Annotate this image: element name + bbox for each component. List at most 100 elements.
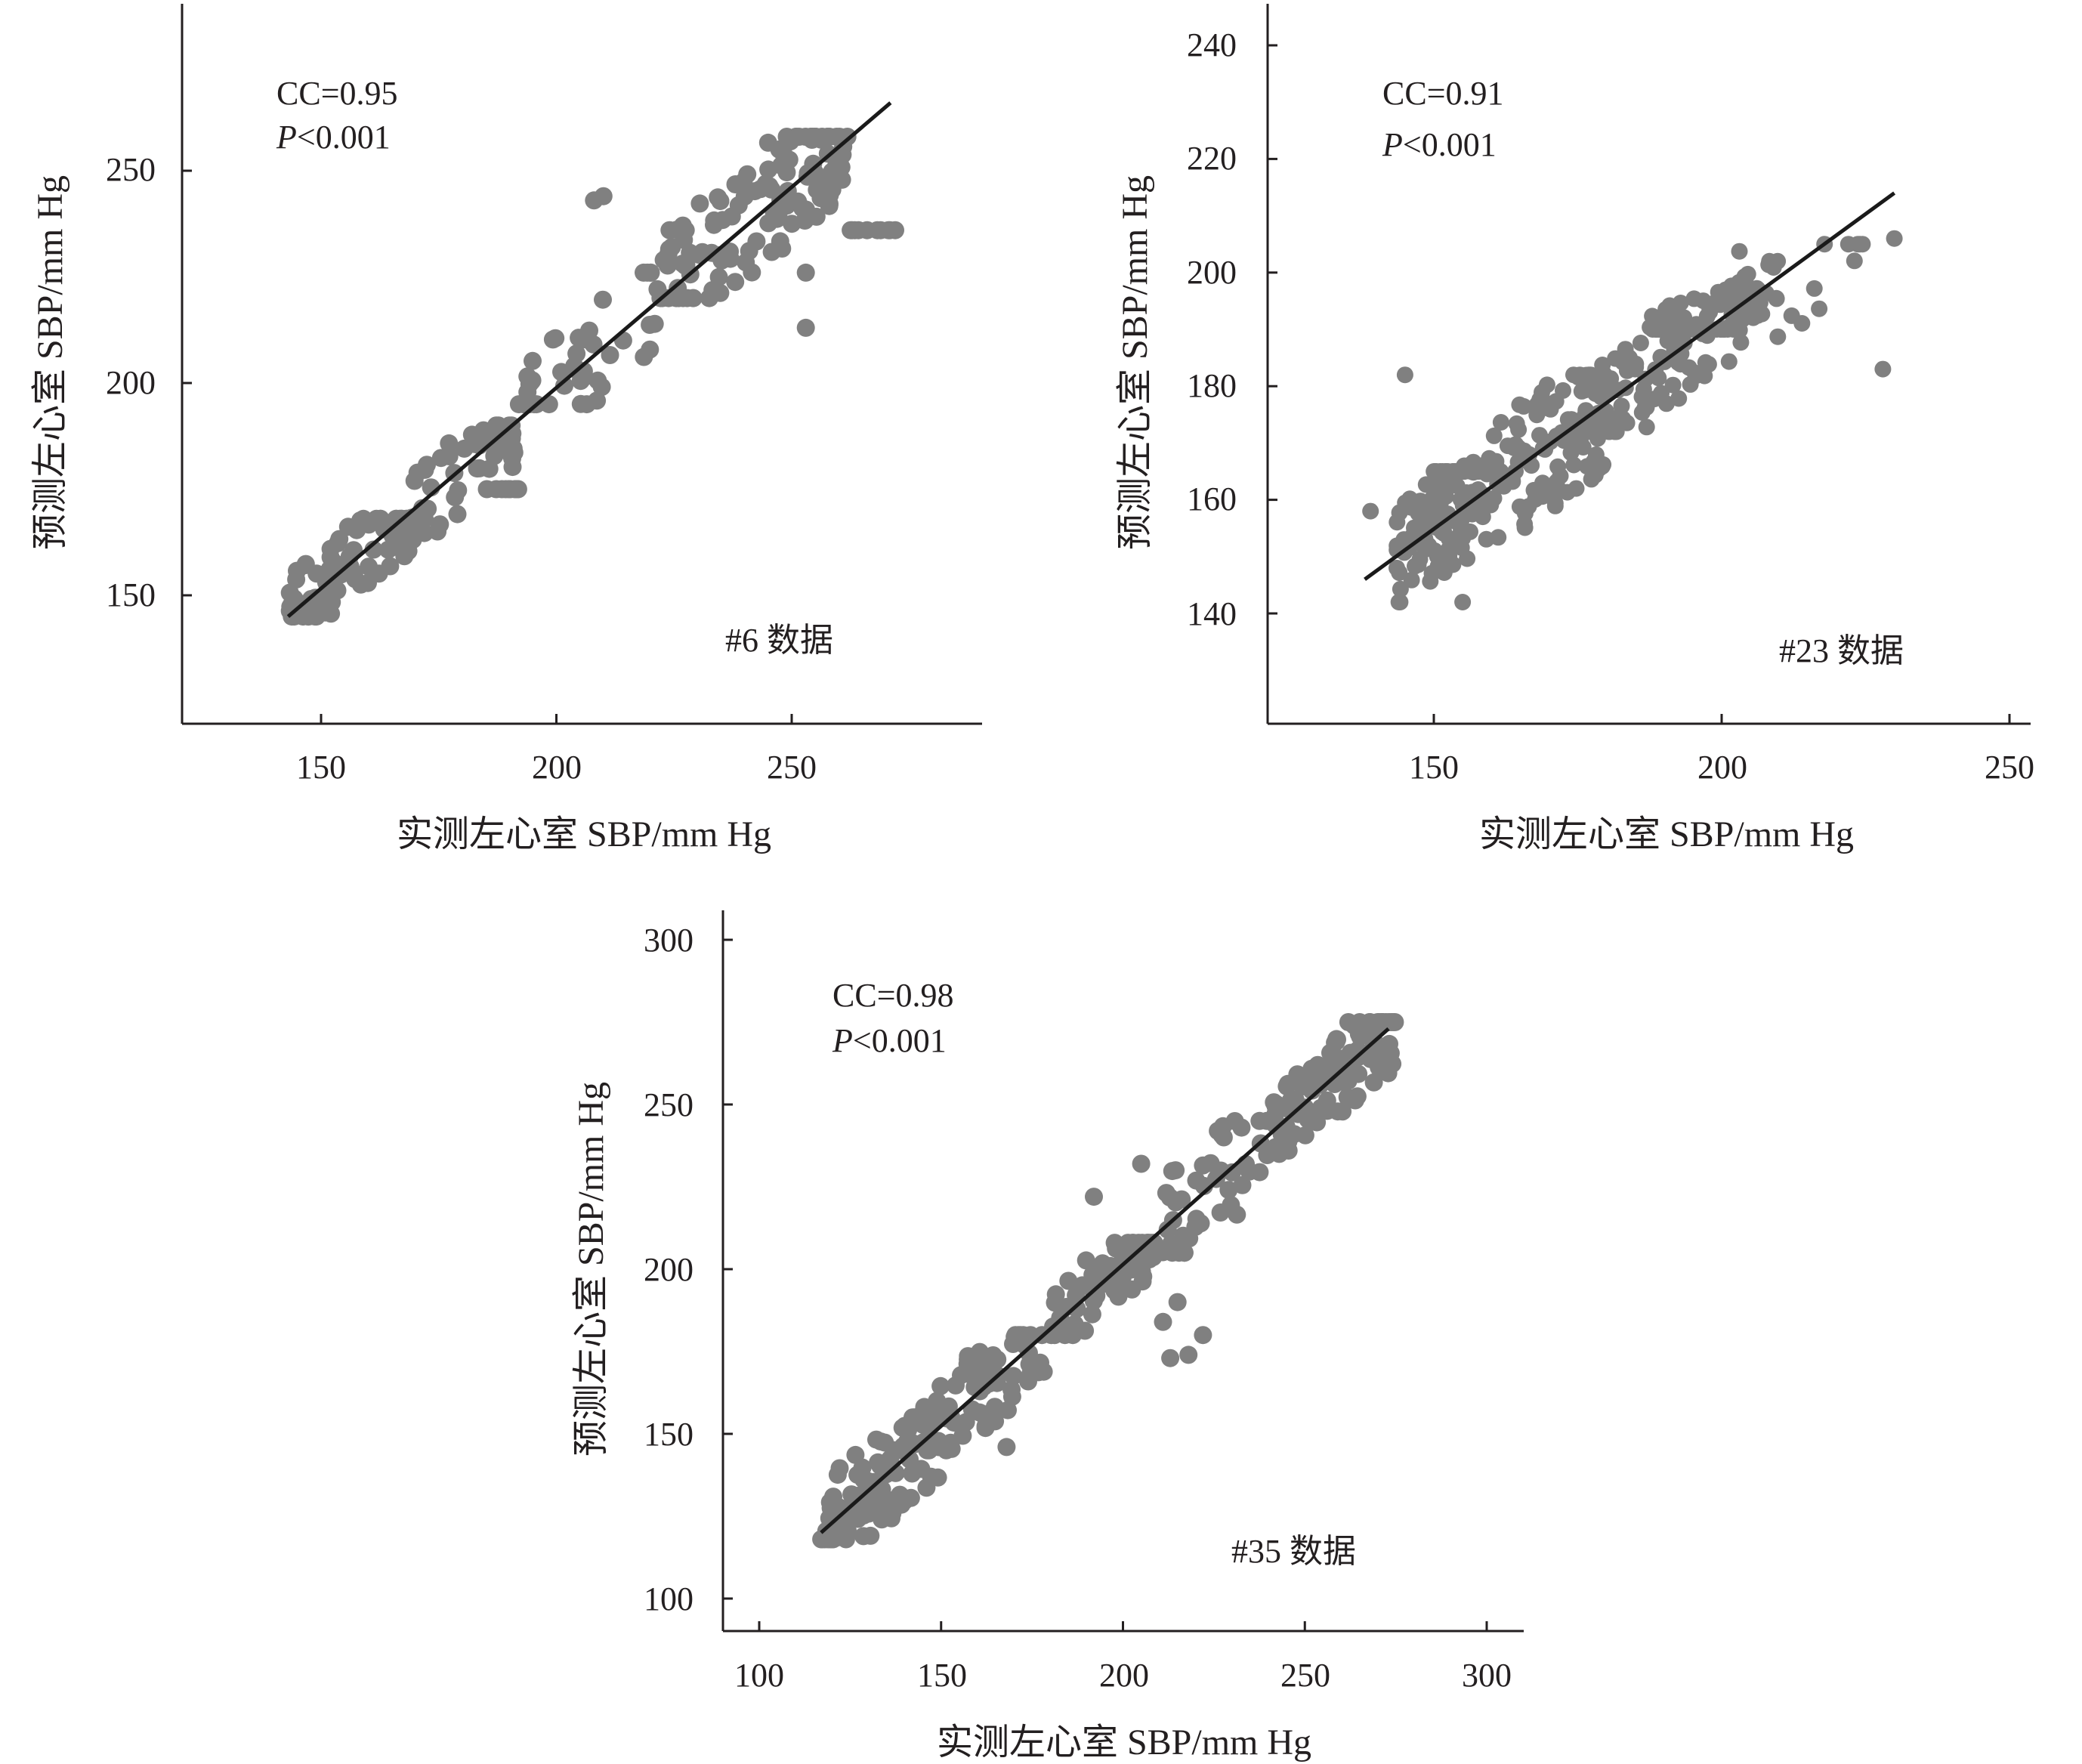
data-point	[1362, 502, 1379, 520]
data-point	[928, 1392, 947, 1410]
y-axis-title: 预测左心室 SBP/mm Hg	[571, 1082, 611, 1457]
data-point	[726, 273, 745, 292]
data-point	[1607, 350, 1624, 367]
data-point	[1527, 491, 1544, 508]
data-point	[1059, 1271, 1078, 1290]
data-point	[448, 505, 467, 524]
data-point	[601, 346, 619, 364]
data-point	[1233, 1175, 1252, 1194]
data-point	[1663, 321, 1680, 338]
data-point	[1211, 1203, 1230, 1222]
data-point	[997, 1438, 1016, 1457]
data-point	[1454, 594, 1472, 610]
data-point	[1005, 1327, 1024, 1346]
x-tick-label: 150	[1409, 749, 1459, 786]
data-point	[845, 1491, 863, 1509]
data-point	[988, 1350, 1007, 1369]
data-point	[681, 243, 700, 262]
data-point	[1720, 353, 1738, 370]
data-point	[1417, 476, 1435, 493]
data-point	[1348, 1087, 1367, 1106]
data-point	[1466, 501, 1484, 518]
data-points	[280, 128, 904, 626]
data-point	[1296, 1098, 1314, 1117]
data-point	[351, 511, 369, 530]
data-point	[555, 376, 573, 395]
data-point	[1288, 1065, 1307, 1084]
data-point	[713, 211, 732, 230]
data-point	[1403, 571, 1420, 589]
data-point	[1391, 564, 1408, 582]
y-tick-label: 200	[1187, 254, 1237, 291]
data-point	[321, 539, 340, 558]
data-point	[678, 289, 697, 307]
data-point	[1179, 1345, 1198, 1364]
axis-ticks	[1268, 44, 2011, 724]
data-point	[1886, 230, 1903, 247]
correlation-label: CC=0.95	[276, 75, 398, 112]
data-point	[546, 329, 565, 348]
data-point	[594, 290, 612, 309]
data-point	[1441, 547, 1458, 564]
y-tick-label: 240	[1187, 26, 1237, 63]
data-point	[1107, 1273, 1126, 1292]
data-point	[813, 128, 832, 146]
data-point	[1846, 252, 1863, 270]
data-point	[972, 1404, 991, 1423]
data-point	[886, 221, 904, 239]
data-point	[468, 459, 487, 478]
data-point	[1558, 483, 1576, 501]
data-point	[1552, 468, 1569, 485]
y-tick-label: 250	[106, 151, 156, 188]
data-point	[1187, 1171, 1206, 1190]
x-axis-title: 实测左心室 SBP/mm Hg	[937, 1722, 1311, 1762]
data-point	[524, 351, 542, 370]
data-point	[408, 463, 427, 482]
correlation-label: CC=0.98	[832, 977, 954, 1014]
data-point	[635, 348, 653, 366]
data-point	[1591, 372, 1608, 389]
y-tick-label: 150	[106, 576, 156, 613]
data-point	[419, 499, 437, 518]
x-tick-label: 250	[1985, 749, 2034, 786]
data-point	[883, 1504, 902, 1523]
data-point	[1680, 359, 1697, 376]
data-point	[942, 1439, 961, 1458]
data-point	[316, 603, 335, 622]
data-point	[1065, 1315, 1084, 1333]
data-point	[828, 1466, 847, 1484]
y-tick-label: 100	[644, 1580, 693, 1617]
data-point	[1029, 1363, 1048, 1382]
data-points	[812, 1013, 1404, 1549]
x-tick-label: 150	[917, 1657, 967, 1694]
data-point	[743, 263, 761, 282]
data-point	[1664, 376, 1682, 394]
axis-ticks	[182, 169, 793, 724]
data-point	[1187, 1209, 1206, 1228]
data-point	[1793, 315, 1811, 332]
data-point	[660, 221, 679, 239]
data-point	[1410, 556, 1427, 573]
data-point	[976, 1419, 995, 1438]
data-point	[811, 179, 830, 198]
data-point	[1161, 1348, 1180, 1367]
data-point	[660, 239, 678, 258]
data-point	[690, 194, 709, 213]
data-point	[1633, 404, 1651, 421]
data-point	[1396, 366, 1413, 384]
data-point	[1516, 519, 1534, 536]
data-point	[1163, 1243, 1182, 1262]
x-tick-label: 200	[1099, 1657, 1149, 1694]
data-point	[320, 568, 338, 587]
data-point	[577, 395, 596, 414]
data-point	[1650, 369, 1667, 387]
data-point	[734, 172, 753, 191]
data-point	[1458, 484, 1475, 501]
data-point	[580, 321, 598, 340]
p-value-label: P<0.001	[276, 119, 391, 156]
correlation-label: CC=0.91	[1382, 75, 1504, 112]
dataset-label: #35 数据	[1231, 1533, 1356, 1570]
data-point	[1627, 355, 1645, 372]
data-point	[849, 221, 868, 239]
data-point	[1004, 1367, 1023, 1386]
